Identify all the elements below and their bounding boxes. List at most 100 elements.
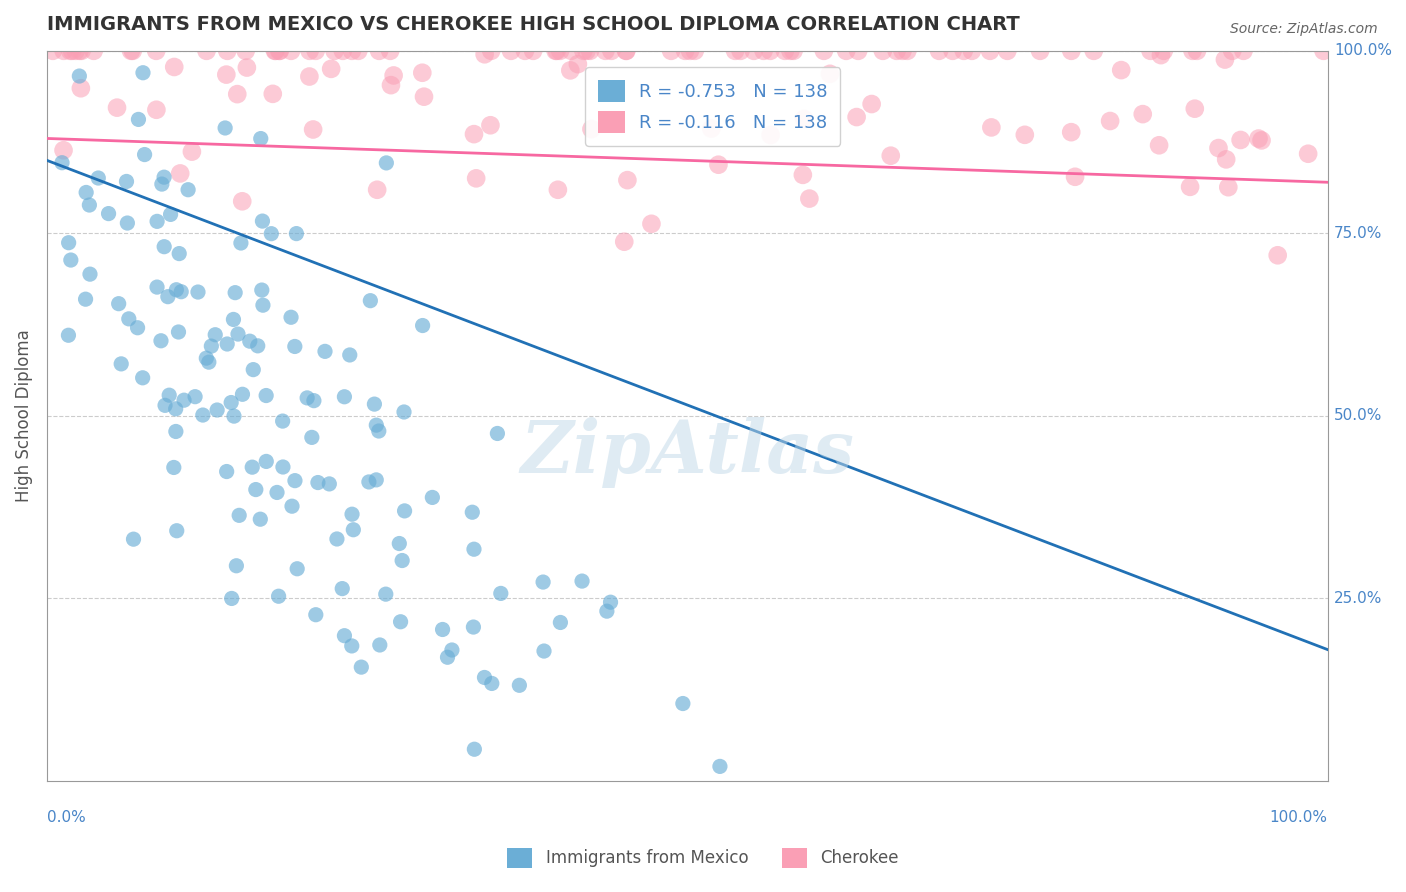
- Point: [131, 371, 153, 385]
- Point: [845, 110, 868, 124]
- Point: [146, 214, 169, 228]
- Point: [531, 575, 554, 590]
- Point: [305, 607, 328, 622]
- Point: [357, 475, 380, 489]
- Point: [318, 477, 340, 491]
- Point: [1029, 44, 1052, 58]
- Point: [1218, 180, 1240, 194]
- Point: [596, 604, 619, 618]
- Point: [285, 227, 308, 241]
- Point: [363, 397, 385, 411]
- Point: [799, 192, 821, 206]
- Point: [813, 44, 835, 58]
- Point: [1060, 125, 1083, 139]
- Point: [127, 112, 149, 127]
- Point: [571, 574, 593, 588]
- Point: [222, 409, 245, 424]
- Point: [266, 485, 288, 500]
- Point: [145, 103, 167, 117]
- Point: [264, 44, 287, 58]
- Point: [1014, 128, 1036, 142]
- Point: [347, 44, 370, 58]
- Point: [595, 44, 617, 58]
- Point: [886, 44, 908, 58]
- Text: 100.0%: 100.0%: [1334, 44, 1392, 58]
- Text: IMMIGRANTS FROM MEXICO VS CHEROKEE HIGH SCHOOL DIPLOMA CORRELATION CHART: IMMIGRANTS FROM MEXICO VS CHEROKEE HIGH …: [46, 15, 1019, 34]
- Point: [127, 320, 149, 334]
- Point: [284, 474, 307, 488]
- Point: [463, 127, 485, 141]
- Point: [759, 128, 782, 142]
- Point: [389, 615, 412, 629]
- Point: [380, 44, 402, 58]
- Point: [269, 44, 291, 58]
- Point: [333, 629, 356, 643]
- Point: [440, 643, 463, 657]
- Point: [105, 101, 128, 115]
- Point: [153, 170, 176, 185]
- Point: [880, 149, 903, 163]
- Y-axis label: High School Diploma: High School Diploma: [15, 329, 32, 502]
- Point: [1215, 153, 1237, 167]
- Point: [284, 339, 307, 353]
- Point: [339, 348, 361, 362]
- Point: [1229, 133, 1251, 147]
- Point: [321, 62, 343, 76]
- Point: [412, 318, 434, 333]
- Point: [508, 678, 530, 692]
- Point: [271, 460, 294, 475]
- Point: [579, 44, 602, 58]
- Point: [214, 120, 236, 135]
- Point: [560, 63, 582, 78]
- Point: [115, 174, 138, 188]
- Point: [67, 69, 90, 83]
- Point: [411, 66, 433, 80]
- Point: [388, 536, 411, 550]
- Point: [159, 207, 181, 221]
- Point: [330, 582, 353, 596]
- Point: [1213, 53, 1236, 67]
- Point: [1083, 44, 1105, 58]
- Point: [709, 759, 731, 773]
- Point: [522, 44, 544, 58]
- Point: [779, 44, 801, 58]
- Point: [79, 198, 101, 212]
- Point: [340, 44, 363, 58]
- Point: [960, 44, 983, 58]
- Point: [707, 158, 730, 172]
- Point: [560, 44, 582, 58]
- Legend: Immigrants from Mexico, Cherokee: Immigrants from Mexico, Cherokee: [501, 841, 905, 875]
- Point: [83, 44, 105, 58]
- Point: [413, 89, 436, 103]
- Point: [465, 171, 488, 186]
- Point: [614, 44, 637, 58]
- Point: [1064, 169, 1087, 184]
- Point: [1139, 44, 1161, 58]
- Point: [368, 638, 391, 652]
- Point: [724, 44, 747, 58]
- Point: [42, 44, 65, 58]
- Point: [301, 430, 323, 444]
- Point: [110, 357, 132, 371]
- Point: [267, 589, 290, 603]
- Point: [1181, 44, 1204, 58]
- Point: [217, 337, 239, 351]
- Point: [58, 235, 80, 250]
- Point: [219, 395, 242, 409]
- Point: [474, 671, 496, 685]
- Point: [380, 78, 402, 92]
- Point: [242, 362, 264, 376]
- Point: [891, 44, 914, 58]
- Point: [1247, 131, 1270, 145]
- Point: [221, 591, 243, 606]
- Point: [659, 44, 682, 58]
- Point: [120, 44, 142, 58]
- Point: [548, 44, 571, 58]
- Point: [224, 285, 246, 300]
- Point: [436, 650, 458, 665]
- Point: [60, 44, 83, 58]
- Point: [835, 44, 858, 58]
- Point: [432, 623, 454, 637]
- Point: [269, 44, 291, 58]
- Point: [1178, 179, 1201, 194]
